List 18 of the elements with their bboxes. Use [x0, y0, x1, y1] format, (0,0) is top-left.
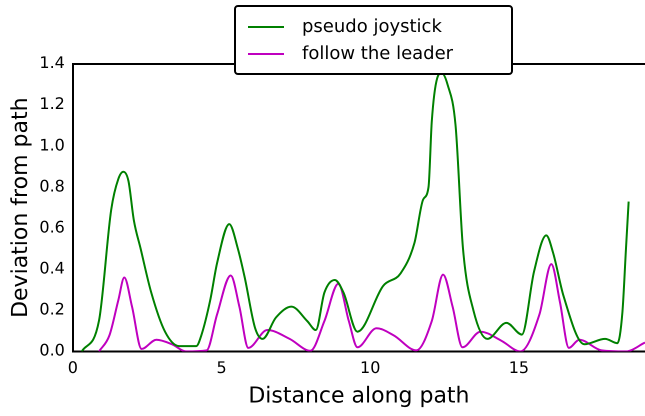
line-series: [98, 263, 645, 352]
x-axis-title: Distance along path: [248, 384, 470, 409]
x-tick-label: 10: [360, 358, 380, 378]
y-tick-label: 0.2: [39, 300, 65, 318]
y-axis-title: Deviation from path: [8, 97, 33, 318]
x-tick-label: 0: [68, 358, 78, 378]
y-tick-label: 1.0: [39, 135, 65, 154]
legend-label: follow the leader: [302, 43, 454, 64]
y-tick-label: 0.8: [39, 176, 65, 196]
legend-label: pseudo joystick: [302, 16, 442, 37]
y-tick-label: 0.4: [39, 258, 65, 278]
y-tick-label: 1.2: [39, 94, 65, 114]
x-tick-label: 5: [216, 358, 227, 378]
x-tick-label: 15: [508, 358, 530, 378]
y-tick-label: 1.4: [39, 53, 65, 72]
line-series: [80, 72, 630, 352]
y-tick-label: 0.0: [39, 340, 65, 360]
y-tick-label: 0.6: [39, 217, 65, 236]
